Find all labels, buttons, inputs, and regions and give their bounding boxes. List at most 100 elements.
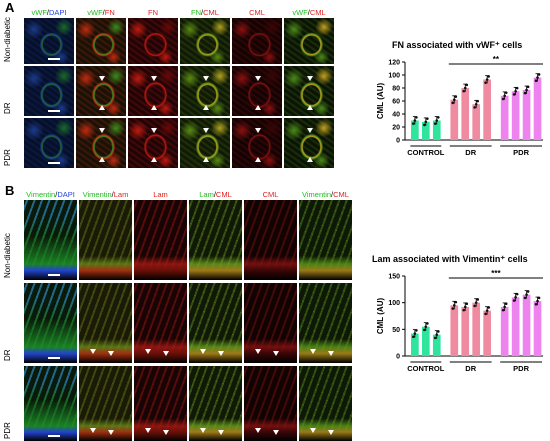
column-header: vWF/FN bbox=[76, 8, 126, 17]
bar bbox=[461, 306, 470, 356]
row-label: DR bbox=[3, 102, 12, 114]
row-label: Non-diabetic bbox=[3, 233, 12, 278]
column-header-part: / bbox=[111, 190, 114, 199]
chart-1-title: FN associated with vWF⁺ cells bbox=[392, 40, 523, 50]
column-header-part: CML bbox=[203, 8, 219, 17]
data-point bbox=[485, 309, 489, 312]
data-point bbox=[503, 94, 506, 98]
data-point bbox=[534, 302, 538, 306]
data-point bbox=[476, 298, 480, 301]
significance-label: *** bbox=[491, 269, 501, 278]
micrograph-tile: ONLINLGCL bbox=[24, 66, 74, 116]
column-header-part: / bbox=[307, 8, 310, 17]
data-point bbox=[415, 329, 418, 332]
scale-bar bbox=[48, 274, 60, 276]
y-tick-label: 40 bbox=[392, 112, 400, 119]
micrograph-tile: ONLINLGCL bbox=[24, 366, 77, 441]
row-label: Non-diabetic bbox=[3, 17, 12, 62]
arrowhead-marker bbox=[202, 105, 209, 110]
data-point bbox=[435, 119, 439, 122]
data-point bbox=[462, 308, 466, 312]
bar bbox=[500, 306, 509, 356]
group-label: CONTROL bbox=[407, 364, 444, 373]
group-label: PDR bbox=[513, 364, 529, 373]
y-tick-label: 120 bbox=[388, 60, 400, 67]
micrograph-tile bbox=[299, 283, 352, 363]
arrowhead-marker bbox=[163, 429, 170, 435]
data-point bbox=[503, 305, 506, 309]
data-point bbox=[451, 307, 455, 310]
data-point bbox=[515, 292, 519, 296]
data-point bbox=[451, 101, 455, 105]
scale-bar bbox=[48, 110, 60, 112]
column-header-part: Lam bbox=[199, 190, 214, 199]
column-header-part: / bbox=[201, 8, 204, 17]
arrowhead-marker bbox=[306, 76, 313, 81]
chart-1: 0 20 40 60 80 100 120 CML (AU) CONTROL DR PDR ** bbox=[376, 55, 543, 157]
arrowhead-marker bbox=[306, 105, 313, 110]
arrowhead-marker bbox=[202, 128, 209, 133]
scale-bar bbox=[48, 162, 60, 164]
column-header: Lam/CML bbox=[189, 190, 242, 199]
micrograph-tile bbox=[76, 118, 126, 168]
y-tick-label: 100 bbox=[388, 73, 400, 80]
data-point bbox=[422, 328, 426, 332]
arrowhead-marker bbox=[150, 105, 157, 110]
data-point bbox=[413, 332, 417, 335]
arrowhead-marker bbox=[98, 157, 105, 162]
micrograph-tile: ONLINLGCL bbox=[24, 200, 77, 280]
column-header: CML bbox=[244, 190, 297, 199]
column-header: CML bbox=[232, 8, 282, 17]
arrowhead-marker bbox=[144, 427, 151, 433]
data-point bbox=[454, 95, 458, 98]
arrowhead-marker bbox=[150, 157, 157, 162]
bar bbox=[533, 77, 542, 140]
arrowhead-marker bbox=[108, 429, 115, 435]
bar bbox=[483, 79, 491, 140]
y-axis-label: CML (AU) bbox=[376, 83, 385, 120]
micrograph-tile bbox=[189, 283, 242, 363]
micrograph-tile: ONLINLGCL bbox=[24, 18, 74, 64]
column-header-part: FN bbox=[191, 8, 202, 17]
column-header-part: CML bbox=[309, 8, 326, 17]
arrowhead-marker bbox=[98, 76, 105, 81]
micrograph-tile bbox=[244, 366, 297, 441]
arrowhead-marker bbox=[202, 76, 209, 81]
micrograph-tile bbox=[284, 66, 334, 116]
data-point bbox=[426, 322, 429, 325]
arrowhead-marker bbox=[273, 429, 280, 435]
arrowhead-marker bbox=[199, 348, 206, 354]
column-header-part: / bbox=[46, 8, 49, 17]
data-point bbox=[426, 117, 429, 120]
arrowhead-marker bbox=[218, 429, 225, 435]
group-label: PDR bbox=[513, 148, 529, 157]
data-point bbox=[515, 86, 519, 90]
group-label: DR bbox=[465, 364, 476, 373]
group-label: DR bbox=[465, 148, 476, 157]
data-point bbox=[526, 85, 530, 89]
arrowhead-marker bbox=[328, 351, 335, 356]
data-point bbox=[415, 116, 418, 119]
arrowhead-marker bbox=[328, 429, 335, 435]
bar bbox=[472, 302, 481, 356]
data-point bbox=[514, 296, 517, 299]
data-point bbox=[424, 120, 428, 124]
data-point bbox=[476, 99, 480, 103]
chart-2-title: Lam associated with Vimentin⁺ cells bbox=[372, 254, 528, 264]
column-header-part: FN bbox=[148, 8, 158, 17]
data-point bbox=[512, 299, 516, 302]
column-header-part: Vimentin bbox=[302, 190, 332, 199]
bar bbox=[421, 121, 430, 140]
data-point bbox=[436, 116, 440, 119]
data-point bbox=[424, 325, 428, 328]
arrowhead-marker bbox=[218, 351, 225, 356]
data-point bbox=[474, 102, 478, 106]
arrowhead-marker bbox=[150, 76, 157, 81]
data-point bbox=[526, 290, 530, 293]
column-header: vWF/CML bbox=[284, 8, 334, 17]
bar bbox=[411, 333, 419, 356]
arrowhead-marker bbox=[254, 76, 261, 81]
micrograph-tile bbox=[134, 366, 187, 441]
arrowhead-marker bbox=[89, 427, 96, 433]
data-point bbox=[523, 91, 527, 95]
